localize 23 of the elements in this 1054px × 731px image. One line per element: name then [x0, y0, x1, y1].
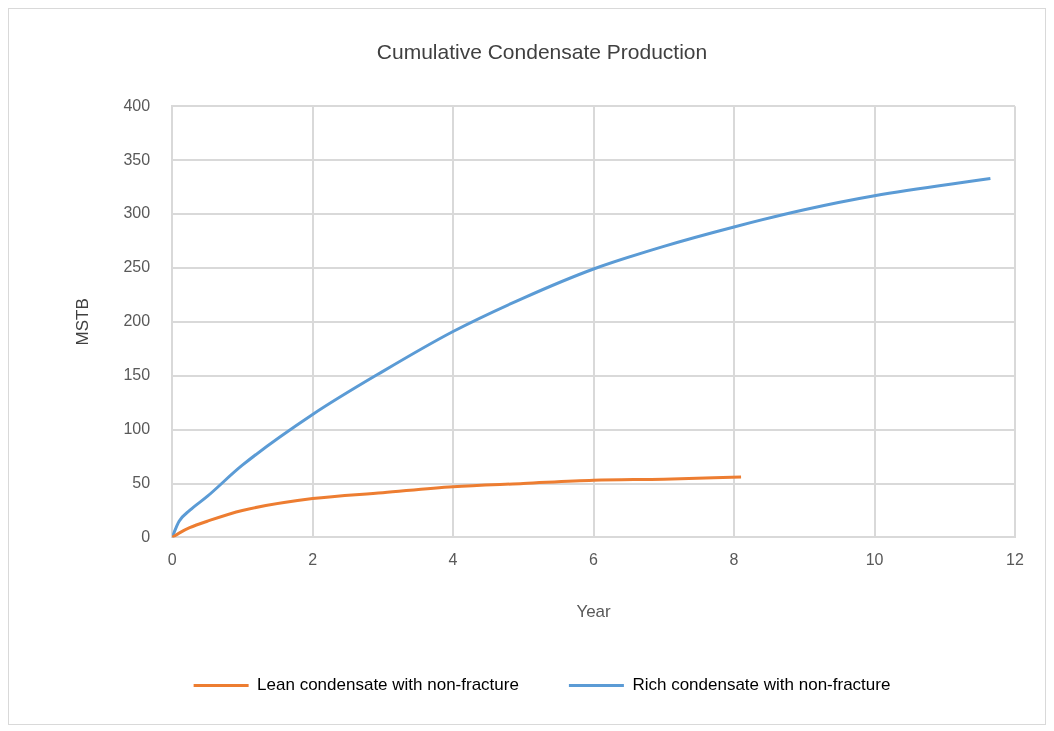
y-tick-label: 100: [123, 420, 151, 438]
legend-label: Lean condensate with non-fracture: [257, 675, 519, 695]
x-tick-label: 0: [167, 551, 177, 569]
y-tick-label: 0: [141, 527, 151, 545]
y-axis-title: MSTB: [72, 298, 92, 346]
y-tick-label: 300: [123, 204, 151, 222]
x-tick-label: 12: [1006, 551, 1024, 569]
legend-label: Rich condensate with non-fracture: [632, 675, 891, 695]
y-tick-label: 200: [123, 312, 151, 330]
x-tick-label: 8: [729, 551, 739, 569]
y-tick-label: 400: [123, 96, 151, 114]
x-tick-label: 10: [865, 551, 884, 569]
line-series: [172, 475, 743, 538]
y-tick-label: 50: [132, 473, 151, 491]
x-tick-label: 6: [589, 551, 599, 569]
line-series: [172, 176, 992, 538]
x-tick-label: 2: [308, 551, 318, 569]
y-tick-label: 350: [123, 150, 151, 168]
y-tick-label: 150: [123, 366, 151, 384]
chart-title: Cumulative Condensate Production: [376, 40, 708, 64]
y-tick-label: 250: [123, 258, 151, 276]
x-axis-title: Year: [576, 602, 612, 622]
x-tick-label: 4: [448, 551, 458, 569]
